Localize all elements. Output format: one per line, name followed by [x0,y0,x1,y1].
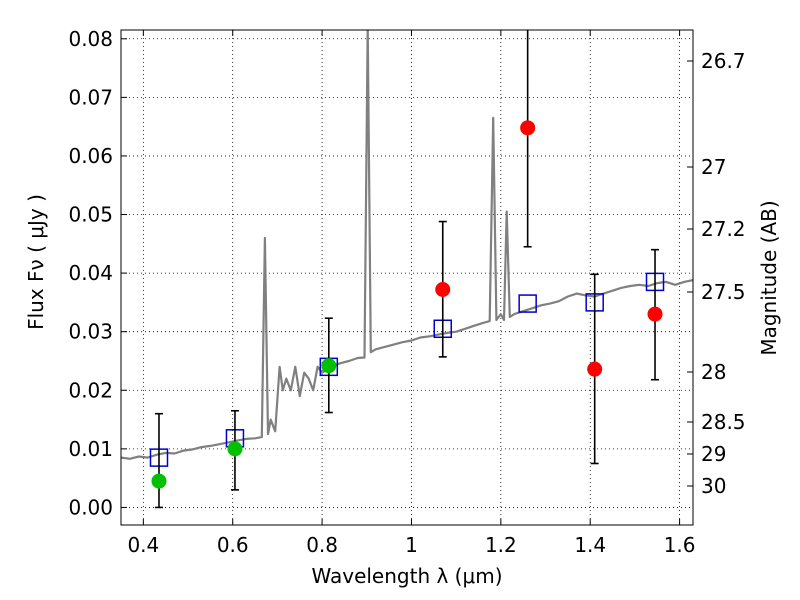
y2-tick-label: 30 [701,474,726,498]
y-tick-label: 0.03 [68,320,113,344]
y-tick-label: 0.00 [68,495,113,519]
x-tick-label: 1.6 [664,533,696,557]
detection-point [227,441,243,457]
y-tick-label: 0.04 [68,261,113,285]
y-tick-label: 0.05 [68,203,113,227]
plot-area [121,30,693,509]
model-flux-square [518,294,537,313]
x-tick-label: 0.4 [127,533,159,557]
nondetection-point [647,306,663,322]
y-tick-label: 0.07 [68,85,113,109]
plot-frame [120,29,694,526]
axis-ticks: 0.4 0.6 0.8 1 1.2 1.4 1.6 0.00 0.01 0.02 0.03 0.04 0… [68,27,745,557]
y2-tick-label: 29 [701,442,726,466]
template-spectrum-line [121,30,693,460]
x-tick-label: 1.4 [574,533,606,557]
y2-tick-label: 27.2 [701,217,746,241]
x-tick-label: 1.2 [485,533,517,557]
x-axis-label: Wavelength λ (μm) [311,564,502,588]
y2-tick-label: 27.5 [701,280,746,304]
y2-axis-label: Magnitude (AB) [757,200,781,355]
y2-tick-label: 28 [701,360,726,384]
y-tick-label: 0.01 [68,437,113,461]
nondetection-point [435,282,451,298]
y2-tick-label: 26.7 [701,49,746,73]
x-tick-label: 1 [405,533,418,557]
detection-point [321,358,337,374]
x-tick-label: 0.8 [306,533,338,557]
y-tick-label: 0.06 [68,144,113,168]
y-tick-label: 0.08 [68,27,113,51]
y2-tick-label: 28.5 [701,410,746,434]
y-tick-label: 0.02 [68,378,113,402]
x-tick-label: 0.6 [217,533,249,557]
nondetection-point [587,361,603,377]
y2-tick-label: 27 [701,155,726,179]
detection-point [151,473,167,489]
grid [121,30,693,525]
nondetection-point [520,120,536,136]
y-axis-label: Flux Fν ( μJy ) [24,194,48,330]
